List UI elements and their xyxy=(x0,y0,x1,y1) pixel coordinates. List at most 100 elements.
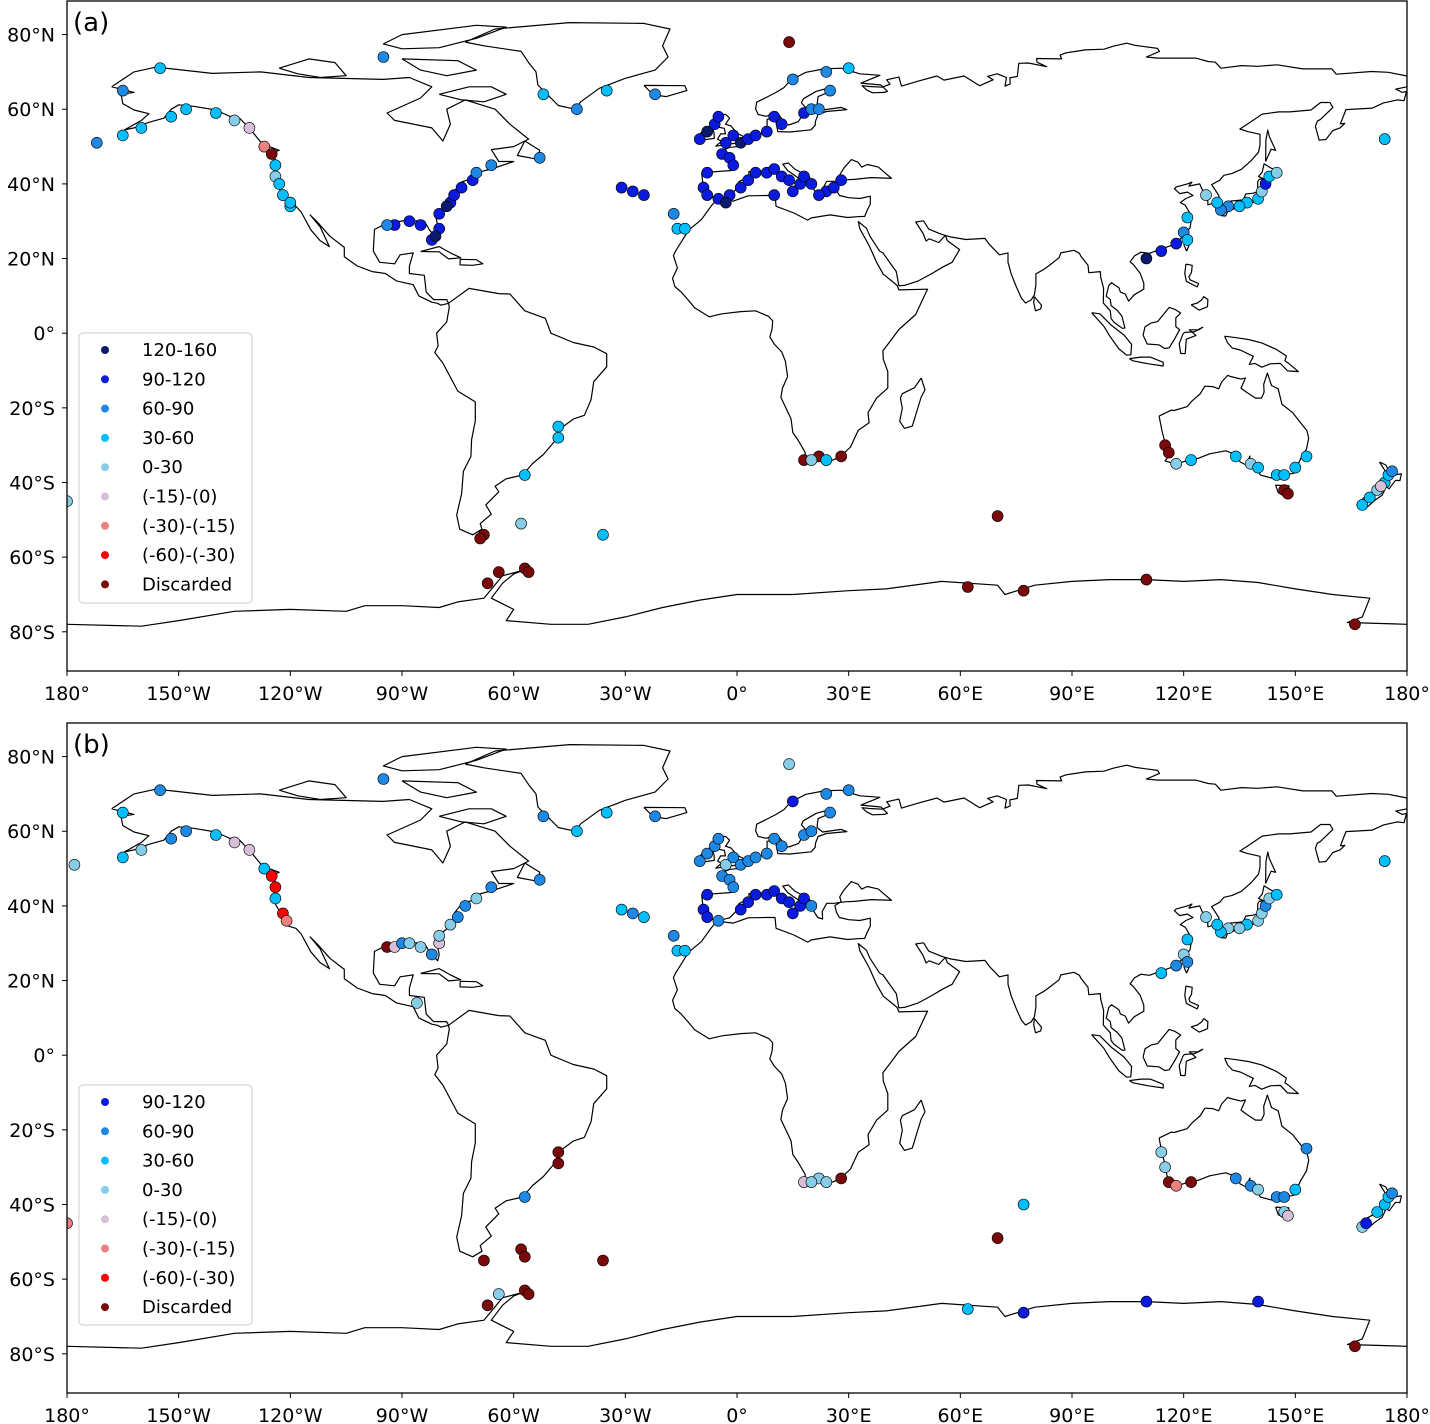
coastlines xyxy=(67,22,1407,627)
legend-label: 120-160 xyxy=(142,340,217,361)
station-point xyxy=(481,1299,494,1312)
station-point xyxy=(1159,1161,1171,1173)
legend-label: 0-30 xyxy=(142,457,183,478)
station-point xyxy=(727,159,740,171)
coastline xyxy=(420,968,462,982)
station-point xyxy=(1170,457,1182,470)
station-point xyxy=(768,832,781,845)
station-point xyxy=(805,900,818,912)
station-point xyxy=(786,73,799,86)
station-point xyxy=(820,454,833,466)
station-point xyxy=(68,858,81,871)
legend-label: 60-90 xyxy=(142,1121,194,1142)
station-point xyxy=(1356,499,1369,511)
station-point xyxy=(258,862,271,875)
legend-marker xyxy=(101,1303,109,1312)
legend-label: 0-30 xyxy=(142,1180,183,1201)
station-point xyxy=(1181,234,1194,246)
station-point xyxy=(1170,237,1182,250)
station-point xyxy=(1181,956,1194,968)
station-point xyxy=(492,1288,505,1300)
station-point xyxy=(597,528,609,541)
station-point xyxy=(258,140,271,153)
station-point xyxy=(117,806,129,819)
legend-label: (-30)-(-15) xyxy=(142,516,235,537)
legend-marker xyxy=(101,1244,109,1253)
station-point xyxy=(1386,465,1398,478)
map-panel-a: (a) 180° 150°W 120°W 90°W 60°W 30°W 0° 30°E 60°E 9… xyxy=(7,0,1430,705)
station-point xyxy=(210,829,222,841)
legend-marker xyxy=(101,346,109,354)
legend-label: 90-120 xyxy=(142,369,206,390)
legend-item: (-30)-(-15) xyxy=(101,516,235,537)
station-point xyxy=(693,133,706,145)
station-point xyxy=(440,200,453,213)
station-point xyxy=(135,844,148,856)
station-point xyxy=(783,896,795,909)
station-point xyxy=(1170,959,1182,972)
station-point xyxy=(786,907,799,920)
coastline xyxy=(899,1099,926,1151)
station-point xyxy=(518,1251,531,1263)
coastline xyxy=(420,246,462,260)
station-point xyxy=(1017,1198,1030,1211)
station-point xyxy=(1200,189,1212,201)
station-point xyxy=(552,1146,565,1158)
coastline xyxy=(1178,1048,1204,1077)
station-point xyxy=(626,185,639,198)
station-point xyxy=(760,847,773,860)
station-point xyxy=(749,166,762,179)
station-point xyxy=(701,189,714,201)
station-point xyxy=(1278,1191,1290,1203)
station-point xyxy=(552,1157,565,1170)
station-point xyxy=(820,66,833,78)
station-point xyxy=(768,189,781,201)
station-point xyxy=(813,189,825,201)
station-point xyxy=(1185,454,1197,466)
station-point xyxy=(649,88,661,101)
coastline xyxy=(382,746,507,772)
station-point xyxy=(701,911,714,923)
coastline xyxy=(1091,1034,1133,1078)
y-tick-label: 0° xyxy=(33,323,55,345)
station-point xyxy=(805,178,818,190)
station-points xyxy=(67,36,1398,631)
station-point xyxy=(1252,1295,1264,1308)
legend-marker xyxy=(101,433,109,442)
station-point xyxy=(273,178,286,190)
x-tick-label: 120°E xyxy=(1155,683,1213,705)
y-tick-label: 40°S xyxy=(9,1195,55,1217)
station-point xyxy=(667,208,680,220)
x-tick-label: 60°W xyxy=(487,1405,540,1424)
station-point xyxy=(1386,1187,1398,1200)
station-point xyxy=(571,103,583,115)
coastline xyxy=(279,780,347,801)
x-tick-label: 180° xyxy=(44,1405,90,1424)
legend-label: 30-60 xyxy=(142,1151,194,1172)
station-point xyxy=(727,881,740,894)
legend-item: 120-160 xyxy=(101,340,217,361)
legend-item: Discarded xyxy=(101,1297,232,1318)
station-point xyxy=(768,885,781,897)
station-point xyxy=(749,888,762,901)
station-point xyxy=(571,825,583,838)
station-point xyxy=(552,420,565,433)
coastline xyxy=(1265,851,1277,884)
station-point xyxy=(433,208,446,220)
station-point xyxy=(991,1232,1004,1244)
x-tick-label: 180° xyxy=(1384,1405,1430,1424)
station-point xyxy=(600,84,613,97)
y-tick-label: 20°S xyxy=(9,1120,55,1142)
station-point xyxy=(783,36,795,48)
station-point xyxy=(470,166,483,179)
station-point xyxy=(425,948,438,961)
station-point xyxy=(701,125,714,138)
station-point xyxy=(1252,1183,1264,1196)
x-tick-label: 30°W xyxy=(599,1405,652,1424)
station-point xyxy=(742,896,755,909)
station-point xyxy=(827,181,840,194)
station-point xyxy=(813,103,825,115)
station-point xyxy=(269,892,282,905)
station-point xyxy=(117,84,129,97)
